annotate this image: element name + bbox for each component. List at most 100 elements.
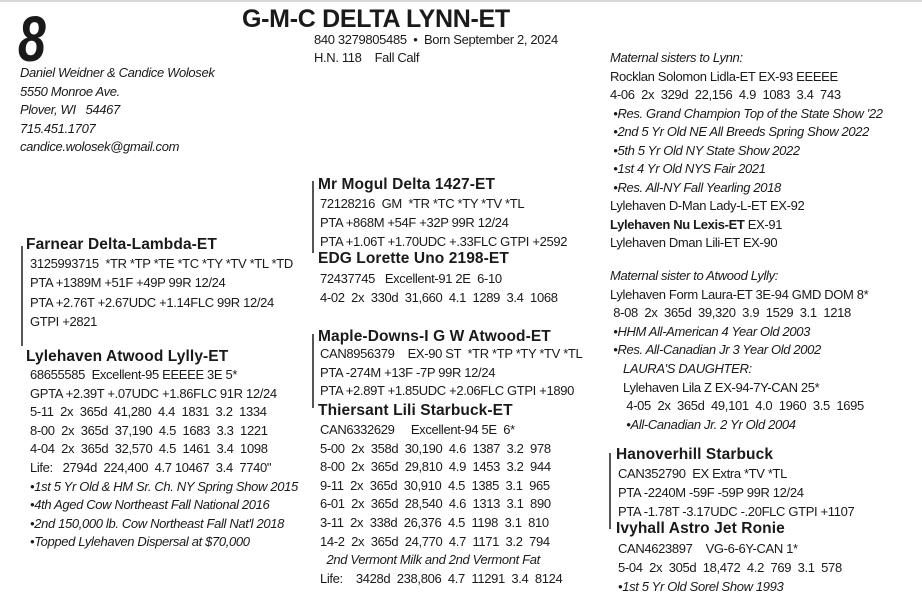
line-text: Lylehaven Lila Z EX-94-7Y-CAN 25* [610,379,820,395]
text-line: GTPI +2821 [30,312,293,331]
bold-name: Lylehaven Nu Lexis-ET [610,216,745,232]
line-text: •5th 5 Yr Old NY State Show 2022 [610,142,800,158]
text-line: Rocklan Solomon Lidla-ET EX-93 EEEEE [610,68,883,87]
line-text: CAN352790 EX Extra *TV *TL [618,466,788,481]
line-text: 2nd Vermont Milk and 2nd Vermont Fat [320,552,541,568]
line-text: PTA +868M +54F +32P 99R 12/24 [320,215,509,230]
line-text: 72437745 Excellent-91 2E 6-10 [320,271,502,286]
line-text: GTPI +2821 [30,313,97,329]
line-text: PTA -274M +13F -7P 99R 12/24 [320,364,496,380]
dam-name: Lylehaven Atwood Lylly-ET [26,348,229,365]
text-line: PTA +2.76T +2.67UDC +1.14FLC 99R 12/24 [30,293,293,312]
line-text: •HHM All-American 4 Year Old 2003 [610,323,811,339]
dam-details: 68655585 Excellent-95 EEEEE 3E 5* GPTA +2… [30,366,298,552]
line-text: •2nd 5 Yr Old NE All Breeds Spring Show … [610,124,870,139]
text-line: •2nd 150,000 lb. Cow Northeast Fall Nat'… [30,515,298,534]
line-text: 6-01 2x 365d 28,540 4.6 1313 3.1 890 [320,496,551,512]
text-line: Lylehaven Nu Lexis-ET EX-91 [610,216,883,235]
line-text: PTA -2240M -59F -59P 99R 12/24 [618,485,804,500]
text-line: 715.451.1707 [20,120,96,136]
text-line: •4th Aged Cow Northeast Fall National 20… [30,496,298,515]
text-line: PTA +1.06T +1.70UDC +.33FLC GTPI +2592 [320,232,567,251]
text-line: 5-11 2x 365d 41,280 4.4 1831 3.2 1334 [30,403,298,422]
line-text: PTA +1389M +51F +49P 99R 12/24 [30,275,226,291]
bracket-line [21,246,23,346]
text-line: PTA +1389M +51F +49P 99R 12/24 [30,273,293,292]
text-line: •1st 4 Yr Old NYS Fair 2021 [610,160,883,179]
text-line: Life: 2794d 224,400 4.7 10467 3.4 7740" [30,459,298,478]
line-text: CAN8956379 EX-90 ST *TR *TP *TY *TV *TL [320,346,583,361]
top-border [0,0,922,2]
sire-sire-name: Mr Mogul Delta 1427-ET [318,176,496,193]
line-text: PTA +1.06T +1.70UDC +.33FLC GTPI +2592 [320,234,568,249]
lot-number: 8 [18,3,46,75]
line-text: •4th Aged Cow Northeast Fall National 20… [30,497,270,513]
line-text: •Res. Grand Champion Top of the State Sh… [610,105,883,121]
consignor-info: Daniel Weidner & Candice Wolosek 5550 Mon… [20,64,215,157]
text-line: Plover, WI 54467 [20,102,120,117]
line-text: Maternal sister to Atwood Lylly: [610,268,778,283]
sire-dam-details: 72437745 Excellent-91 2E 6-10 4-02 2x 330… [320,269,558,307]
line-text: •1st 5 Yr Old Sorel Show 1993 [618,579,784,594]
text-line: 6-01 2x 365d 28,540 4.6 1313 3.1 890 [320,495,562,514]
dam-dam-name: Thiersant Lili Starbuck-ET [318,402,513,419]
text-line: 8-00 2x 365d 29,810 4.9 1453 3.2 944 [320,458,562,477]
text-line: 2nd Vermont Milk and 2nd Vermont Fat [320,551,562,570]
line-text: 4-06 2x 329d 22,156 4.9 1083 3.4 743 [610,87,841,102]
text-line: 4-02 2x 330d 31,660 4.1 1289 3.4 1068 [320,288,558,307]
line-text: Lylehaven Dman Lili-ET EX-90 [610,235,778,250]
maternal-sister-atwood: Maternal sister to Atwood Lylly: Lylehave… [610,267,869,435]
animal-title: G-M-C DELTA LYNN-ET [242,5,510,33]
line-text: CAN6332629 Excellent-94 5E 6* [320,422,515,437]
line-text: Lylehaven D-Man Lady-L-ET EX-92 [610,198,805,213]
dam-dam-details: CAN6332629 Excellent-94 5E 6* 5-00 2x 358… [320,421,563,589]
sire-name: Farnear Delta-Lambda-ET [26,236,217,253]
sire-dam-name: EDG Lorette Uno 2198-ET [318,250,509,267]
text-line: Maternal sisters to Lynn: [610,49,883,68]
dam-dam-dam-details: CAN4623897 VG-6-6Y-CAN 1* 5-04 2x 305d 18… [618,539,842,596]
text-line: CAN352790 EX Extra *TV *TL [618,464,854,483]
text-line: Lylehaven Dman Lili-ET EX-90 [610,234,883,253]
text-line: Lylehaven Form Laura-ET 3E-94 GMD DOM 8* [610,286,869,305]
text-line: •HHM All-American 4 Year Old 2003 [610,323,868,342]
text-line: Maternal sister to Atwood Lylly: [610,267,868,286]
line-text: 4-02 2x 330d 31,660 4.1 1289 3.4 1068 [320,290,558,305]
line-text: GPTA +2.39T +.07UDC +1.86FLC 91R 12/24 [30,385,277,401]
text-line: •Res. All-Canadian Jr 3 Year Old 2002 [610,341,868,360]
line-text: •Res. All-Canadian Jr 3 Year Old 2002 [610,342,821,358]
line-text: 8-00 2x 365d 37,190 4.5 1683 3.3 1221 [30,422,268,438]
line-text: 8-00 2x 365d 29,810 4.9 1453 3.2 944 [320,459,551,475]
text-line: CAN4623897 VG-6-6Y-CAN 1* [618,539,842,558]
line-text: Life: 2794d 224,400 4.7 10467 3.4 7740" [30,459,272,475]
line-text: CAN4623897 VG-6-6Y-CAN 1* [618,541,798,556]
line-text: 72128216 GM *TR *TC *TY *TV *TL [320,196,525,211]
line-text: •Topped Lylehaven Dispersal at $70,000 [30,534,250,550]
text-line: 5550 Monroe Ave. [20,83,120,99]
line-text: •1st 4 Yr Old NYS Fair 2021 [610,161,766,176]
text-line: LAURA'S DAUGHTER: [610,360,868,379]
text-line: •2nd 5 Yr Old NE All Breeds Spring Show … [610,123,883,142]
text-line: Life: 3428d 238,806 4.7 11291 3.4 8124 [320,570,563,589]
text-line: Lylehaven D-Man Lady-L-ET EX-92 [610,197,883,216]
text-line: 9-11 2x 365d 30,910 4.5 1385 3.1 965 [320,477,562,496]
line-text: PTA +2.89T +1.85UDC +2.06FLC GTPI +1890 [320,383,574,399]
line-text: •1st 5 Yr Old & HM Sr. Ch. NY Spring Sho… [30,478,298,494]
line-text: 5-11 2x 365d 41,280 4.4 1831 3.2 1334 [30,404,267,420]
text-line: 3-11 2x 338d 26,376 4.5 1198 3.1 810 [320,514,562,533]
line-text: Rocklan Solomon Lidla-ET EX-93 EEEEE [610,68,838,84]
text-line: PTA +2.89T +1.85UDC +2.06FLC GTPI +1890 [320,382,582,401]
text-line: GPTA +2.39T +.07UDC +1.86FLC 91R 12/24 [30,385,298,404]
text-line: Daniel Weidner & Candice Wolosek [20,65,215,80]
line-text: 68655585 Excellent-95 EEEEE 3E 5* [30,367,238,382]
text-line: 68655585 Excellent-95 EEEEE 3E 5* [30,366,298,385]
text-line: PTA -274M +13F -7P 99R 12/24 [320,364,582,383]
text-line: CAN6332629 Excellent-94 5E 6* [320,421,562,440]
registration-info: 840 3279805485 • Born September 2, 2024 H… [314,31,558,67]
text-line: •All-Canadian Jr. 2 Yr Old 2004 [610,416,868,435]
bracket-line [609,453,611,529]
text-line: 14-2 2x 365d 24,770 4.7 1171 3.2 794 [320,533,562,552]
line-text: 4-05 2x 365d 49,101 4.0 1960 3.5 1695 [610,398,864,414]
bracket-line [312,181,314,253]
text-line: candice.wolosek@gmail.com [20,139,180,154]
dam-sire-name: Maple-Downs-I G W Atwood-ET [318,328,551,345]
